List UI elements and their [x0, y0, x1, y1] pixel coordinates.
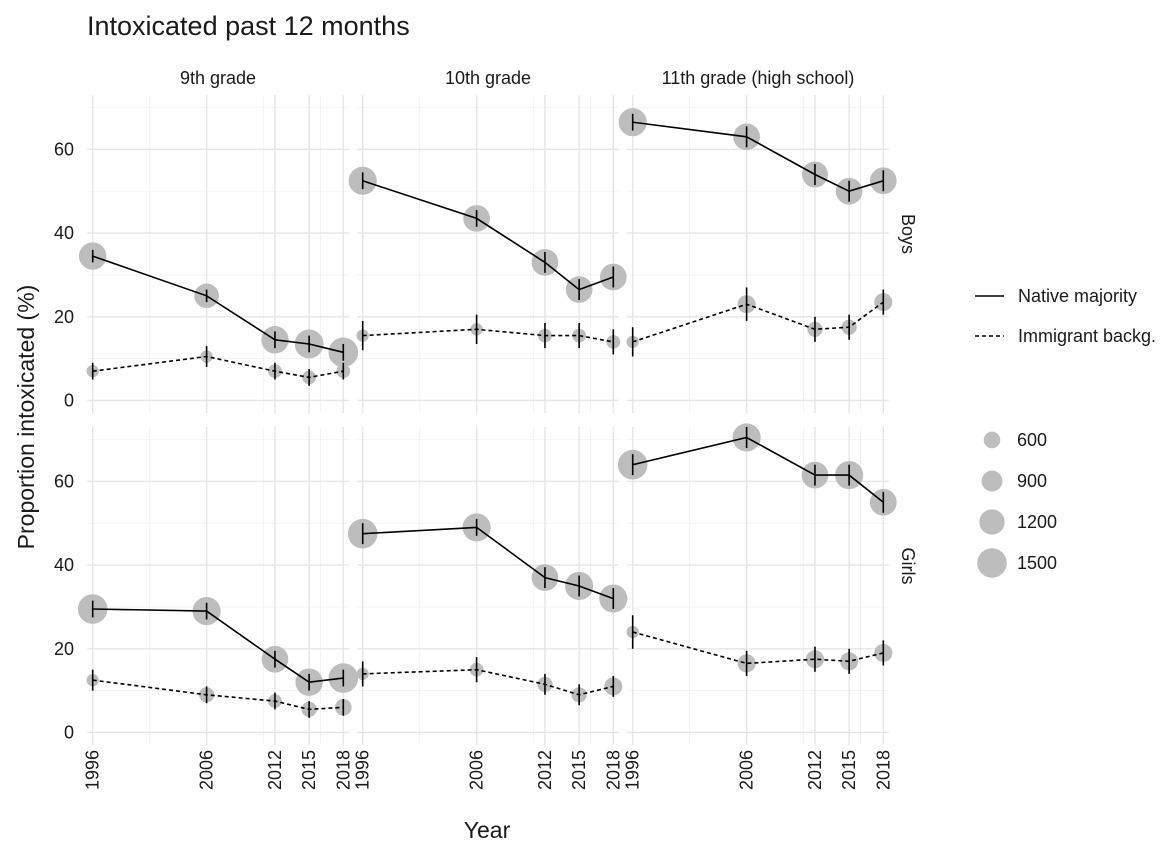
facet-column-label: 10th grade: [445, 68, 531, 88]
x-tick-label: 2012: [265, 750, 285, 790]
legend-label: 600: [1017, 430, 1047, 450]
legend-size-key: [983, 431, 1001, 449]
facet-column-label: 11th grade (high school): [662, 68, 855, 88]
x-tick-label: 2018: [333, 750, 353, 790]
facet-column-label: 9th grade: [180, 68, 256, 88]
y-tick-label: 40: [54, 555, 74, 575]
y-tick-label: 40: [54, 223, 74, 243]
x-tick-label: 2018: [603, 750, 623, 790]
x-tick-label: 2006: [737, 750, 757, 790]
panels-layer: 9th grade 10th grade 11th grade (high scho…: [54, 68, 918, 790]
legend-label: Immigrant backg.: [1018, 326, 1156, 346]
x-tick-label: 2012: [535, 750, 555, 790]
x-tick-label: 2015: [569, 750, 589, 790]
legend-size-key: [979, 509, 1005, 535]
x-tick-label: 2018: [873, 750, 893, 790]
legend-label: 1200: [1017, 512, 1057, 532]
y-tick-label: 0: [64, 722, 74, 742]
x-axis-title: Year: [464, 817, 511, 843]
legend-label: 1500: [1017, 553, 1057, 573]
facet-row-label: Girls: [898, 548, 918, 585]
legend-size-key: [981, 470, 1003, 492]
panel: [77, 427, 359, 745]
y-tick-label: 60: [54, 139, 74, 159]
x-tick-label: 2015: [839, 750, 859, 790]
facet-row-label: Boys: [898, 214, 918, 254]
panel: [618, 95, 897, 413]
panel: [348, 95, 627, 413]
panel: [617, 423, 897, 745]
x-tick-label: 2015: [299, 750, 319, 790]
panel: [78, 95, 359, 413]
y-axis-title: Proportion intoxicated (%): [13, 285, 39, 550]
x-tick-label: 2006: [197, 750, 217, 790]
x-tick-label: 2012: [805, 750, 825, 790]
x-tick-label: 1996: [353, 750, 373, 790]
legend: Native majority Immigrant backg. 600 900 120…: [975, 286, 1156, 578]
series-line-native: [362, 180, 614, 291]
legend-label: 900: [1017, 471, 1047, 491]
chart-title: Intoxicated past 12 months: [87, 11, 410, 41]
x-tick-label: 1996: [83, 750, 103, 790]
legend-label: Native majority: [1018, 286, 1137, 306]
series-line-immigrant: [632, 631, 884, 665]
x-tick-label: 2006: [467, 750, 487, 790]
x-tick-label: 1996: [623, 750, 643, 790]
y-tick-label: 0: [64, 390, 74, 410]
y-tick-label: 20: [54, 307, 74, 327]
y-tick-label: 60: [54, 471, 74, 491]
y-tick-label: 20: [54, 639, 74, 659]
panel: [347, 427, 628, 745]
legend-size-key: [977, 548, 1007, 578]
